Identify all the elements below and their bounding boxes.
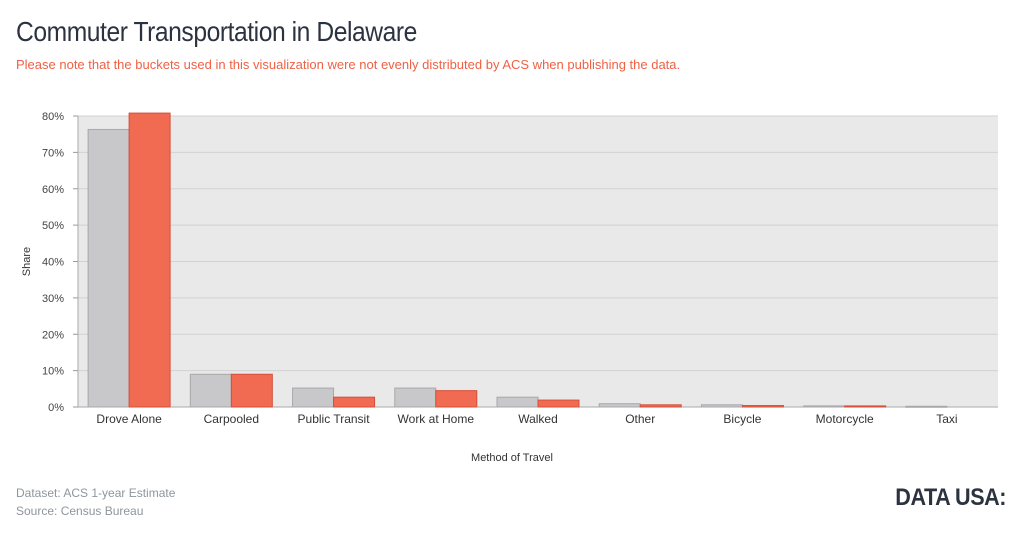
x-category-label: Work at Home (398, 412, 475, 426)
x-category-label: Walked (518, 412, 558, 426)
bar-public-transit-s1 (292, 387, 335, 408)
bar-work-at-home-s2 (435, 390, 478, 408)
x-category-label: Motorcycle (816, 412, 874, 426)
x-axis-title: Method of Travel (471, 452, 553, 464)
y-tick-label: 20% (42, 329, 64, 341)
y-tick-label: 30% (42, 293, 64, 305)
x-category-label: Other (625, 412, 655, 426)
bar-work-at-home-s1 (394, 387, 437, 408)
bar-carpooled-s1 (189, 373, 232, 408)
y-tick-label: 80% (42, 111, 64, 123)
bar-other-s1 (598, 403, 641, 408)
bar-taxi-s1 (905, 405, 948, 408)
y-tick-label: 60% (42, 184, 64, 196)
x-category-label: Bicycle (723, 412, 761, 426)
x-category-label: Drove Alone (96, 412, 162, 426)
bar-motorcycle-s1 (803, 405, 846, 408)
chart-subtitle-note: Please note that the buckets used in thi… (16, 57, 681, 72)
y-tick-label: 0% (48, 402, 64, 414)
y-tick-label: 70% (42, 147, 64, 159)
x-category-label: Public Transit (298, 412, 371, 426)
dataset-footnote: Dataset: ACS 1-year Estimate (16, 486, 176, 500)
bar-public-transit-s2 (333, 396, 376, 408)
x-category-label: Carpooled (204, 412, 259, 426)
data-usa-logo[interactable]: DATA USA: (895, 484, 1006, 511)
bar-chart: 0% 10% 20% 30% 40% 50% 60% 70% 80% Drove Alone Car… (21, 111, 998, 464)
chart-title: Commuter Transportation in Delaware (16, 16, 417, 47)
x-category-label: Taxi (936, 412, 957, 426)
bar-drove-alone-s1 (87, 128, 130, 408)
y-tick-label: 40% (42, 257, 64, 269)
bar-carpooled-s2 (230, 373, 273, 408)
bar-walked-s2 (537, 399, 580, 408)
bar-motorcycle-s2 (844, 405, 887, 408)
y-tick-label: 50% (42, 220, 64, 232)
bar-drove-alone-s2 (128, 112, 171, 408)
y-axis-title: Share (21, 247, 33, 276)
bar-walked-s1 (496, 396, 539, 408)
source-footnote: Source: Census Bureau (16, 504, 144, 518)
bar-bicycle-s1 (700, 404, 743, 408)
bar-bicycle-s2 (741, 405, 784, 408)
bar-other-s2 (639, 404, 682, 408)
y-tick-label: 10% (42, 366, 64, 378)
